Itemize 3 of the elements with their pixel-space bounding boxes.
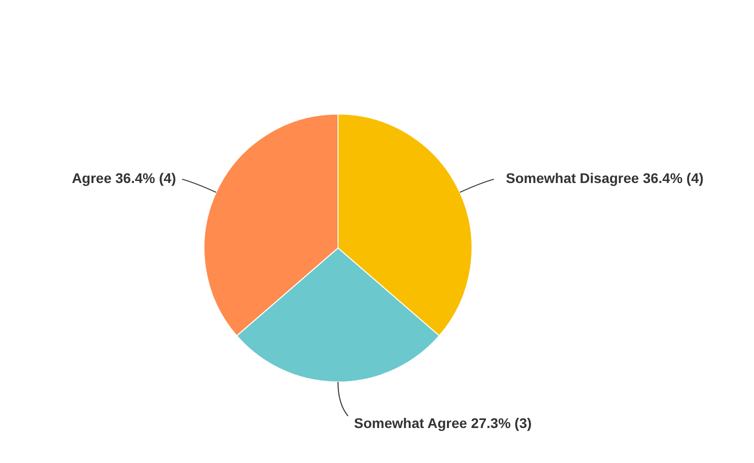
slice-label: Agree 36.4% (4) <box>72 170 176 186</box>
slice-label: Somewhat Agree 27.3% (3) <box>354 415 532 431</box>
slice-label: Somewhat Disagree 36.4% (4) <box>506 170 704 186</box>
